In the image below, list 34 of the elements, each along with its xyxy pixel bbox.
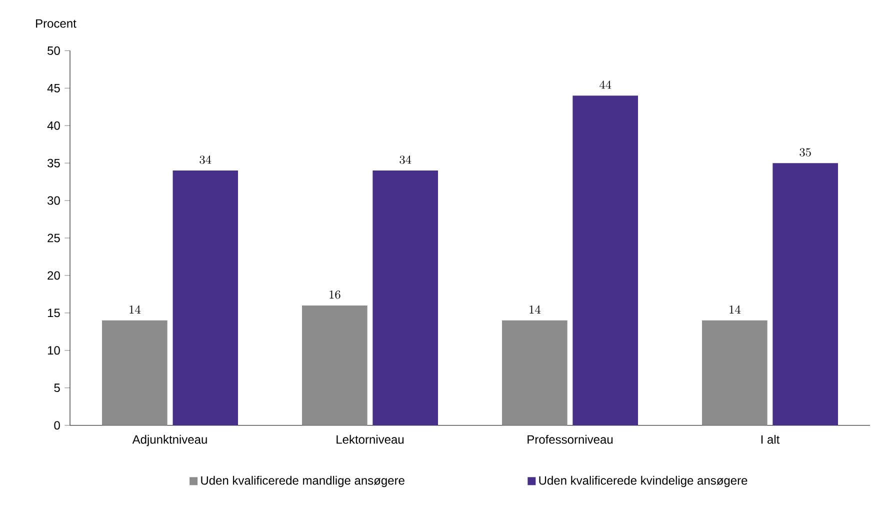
data-label: 14 bbox=[530, 305, 540, 314]
y-tick-label: 15 bbox=[48, 308, 60, 318]
bar bbox=[102, 320, 168, 426]
y-tick-label: 20 bbox=[48, 271, 60, 280]
x-tick-label: I alt bbox=[761, 434, 780, 444]
bar bbox=[502, 320, 568, 426]
bar bbox=[572, 96, 638, 426]
y-tick-label: 0 bbox=[54, 421, 60, 430]
y-tick-label: 25 bbox=[48, 234, 60, 242]
data-label: 14 bbox=[130, 305, 140, 314]
data-label: 34 bbox=[200, 155, 212, 164]
x-tick-label: Professorniveau bbox=[528, 434, 613, 444]
y-tick-label: 5 bbox=[54, 384, 60, 392]
y-tick-label: 10 bbox=[48, 346, 60, 355]
bar bbox=[372, 170, 438, 426]
bar bbox=[702, 320, 768, 426]
data-label: 44 bbox=[600, 80, 612, 89]
y-tick-label: 35 bbox=[48, 158, 60, 168]
data-label: 14 bbox=[730, 305, 740, 314]
y-tick-label: 30 bbox=[48, 196, 60, 205]
legend-label: Uden kvalificerede mandlige ansøgere bbox=[201, 476, 404, 488]
data-label: 16 bbox=[330, 290, 340, 299]
y-tick-label: 50 bbox=[48, 46, 60, 55]
x-tick-label: Adjunktniveau bbox=[132, 434, 207, 446]
y-tick-label: 45 bbox=[47, 84, 60, 92]
data-label: 35 bbox=[800, 148, 811, 156]
x-tick-label: Lektorniveau bbox=[336, 434, 404, 444]
bar bbox=[772, 163, 838, 426]
y-axis-title: Procent bbox=[36, 19, 76, 28]
legend-label: Uden kvalificerede kvindelige ansøgere bbox=[539, 476, 748, 488]
bar bbox=[172, 170, 238, 426]
y-tick-label: 40 bbox=[47, 121, 60, 130]
data-label: 34 bbox=[400, 155, 412, 164]
bar bbox=[302, 305, 368, 426]
